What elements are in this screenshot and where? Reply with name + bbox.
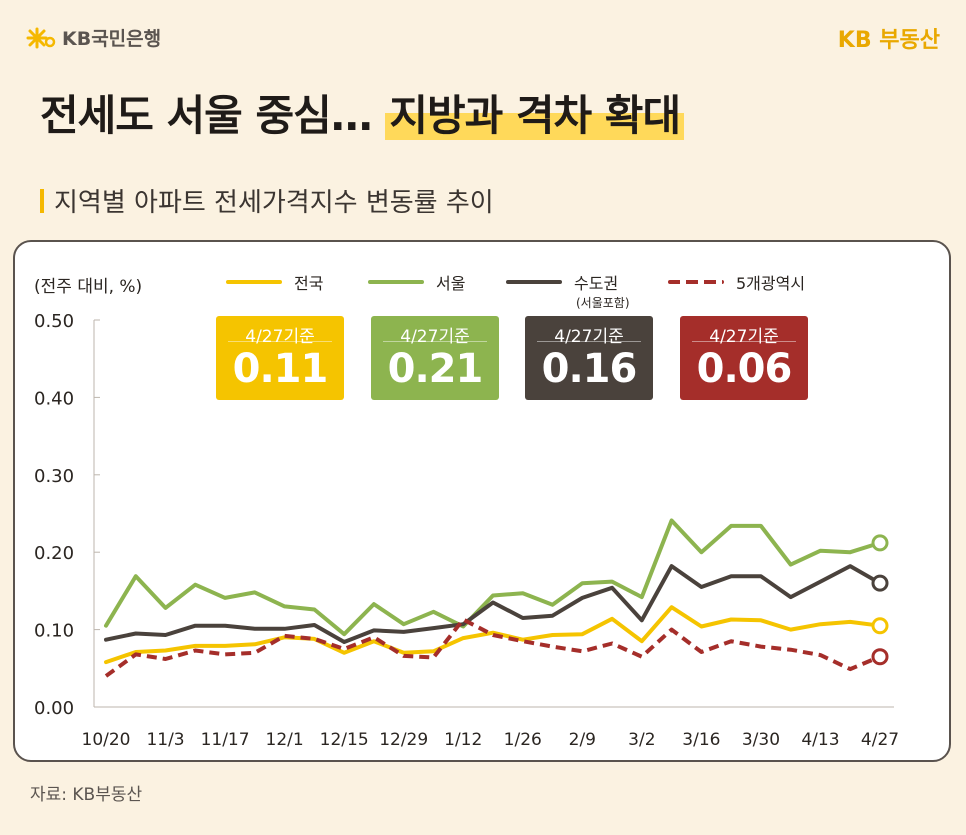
- badge-nationwide: 4/27기준 0.11: [216, 316, 344, 400]
- kb-real-estate-logo: KB 부동산: [837, 28, 940, 53]
- source-note: 자료: KB부동산: [30, 785, 143, 805]
- badge-label: 4/27기준: [692, 316, 796, 347]
- legend-item-seoul: 서울: [368, 270, 465, 294]
- x-tick-label: 3/2: [628, 730, 655, 750]
- legend-label-nationwide: 전국: [294, 274, 324, 293]
- y-tick-label: 0.50: [34, 311, 74, 332]
- x-tick-label: 3/16: [682, 730, 720, 750]
- series-line-capital: [104, 564, 882, 644]
- x-tick-label: 1/12: [444, 730, 482, 750]
- badge-value: 0.06: [696, 346, 793, 392]
- badge-capital: 4/27기준 0.16: [525, 316, 653, 400]
- page-title: 전세도 서울 중심… 지방과 격차 확대: [40, 82, 685, 143]
- series-endpoint-seoul: [871, 534, 889, 552]
- y-tick-label: 0.00: [34, 698, 74, 719]
- x-tick-label: 12/1: [266, 730, 304, 750]
- legend-swatch-capital: [506, 280, 562, 284]
- series-line-nationwide: [104, 605, 882, 665]
- y-tick-label: 0.20: [34, 543, 74, 564]
- badge-seoul: 4/27기준 0.21: [371, 316, 499, 400]
- legend-label-metro: 5개광역시: [736, 274, 806, 293]
- series-endpoint-metro: [871, 648, 889, 666]
- x-tick-label: 10/20: [82, 730, 131, 750]
- subtitle-text: 지역별 아파트 전세가격지수 변동률 추이: [54, 188, 494, 218]
- legend-swatch-nationwide: [226, 280, 282, 284]
- series-line-metro: [104, 617, 881, 678]
- legend-label-seoul: 서울: [436, 274, 466, 293]
- legend-item-capital: 수도권 (서울포함): [506, 270, 630, 310]
- badge-value: 0.21: [387, 346, 484, 392]
- y-axis-unit: (전주 대비, %): [34, 277, 143, 297]
- y-tick-label: 0.10: [34, 621, 74, 642]
- x-tick-label: 11/17: [201, 730, 250, 750]
- series-endpoint-capital: [871, 574, 889, 592]
- y-tick-label: 0.30: [34, 466, 74, 487]
- bank-logo-text: KB국민은행: [62, 28, 162, 50]
- badge-value: 0.16: [541, 346, 638, 392]
- legend-swatch-seoul: [368, 280, 424, 284]
- legend-note-capital: (서울포함): [576, 296, 630, 310]
- series-line-seoul: [104, 518, 882, 637]
- badge-label: 4/27기준: [228, 316, 332, 347]
- legend-item-nationwide: 전국: [226, 270, 323, 294]
- x-tick-label: 4/27: [861, 730, 899, 750]
- title-main: 전세도 서울 중심…: [40, 91, 373, 140]
- badge-metro: 4/27기준 0.06: [680, 316, 808, 400]
- x-tick-label: 2/9: [569, 730, 596, 750]
- y-tick-label: 0.40: [34, 388, 74, 409]
- x-tick-label: 3/30: [742, 730, 780, 750]
- badge-label: 4/27기준: [383, 316, 487, 347]
- x-tick-label: 11/3: [146, 730, 184, 750]
- x-tick-label: 4/13: [801, 730, 839, 750]
- subtitle-bar: [40, 188, 44, 213]
- x-tick-label: 12/29: [379, 730, 428, 750]
- x-tick-label: 12/15: [320, 730, 369, 750]
- badge-label: 4/27기준: [537, 316, 641, 347]
- series-endpoint-nationwide: [871, 617, 889, 635]
- x-tick-label: 1/26: [504, 730, 542, 750]
- star-icon: [26, 27, 56, 48]
- legend-swatch-metro: [668, 280, 724, 284]
- legend-item-metro: 5개광역시: [668, 270, 805, 294]
- title-highlight: 지방과 격차 확대: [385, 91, 685, 140]
- chart-subtitle: 지역별 아파트 전세가격지수 변동률 추이: [40, 182, 494, 219]
- badge-value: 0.11: [232, 346, 329, 392]
- legend-label-capital: 수도권: [574, 274, 619, 293]
- kb-bank-logo: KB국민은행: [26, 24, 161, 51]
